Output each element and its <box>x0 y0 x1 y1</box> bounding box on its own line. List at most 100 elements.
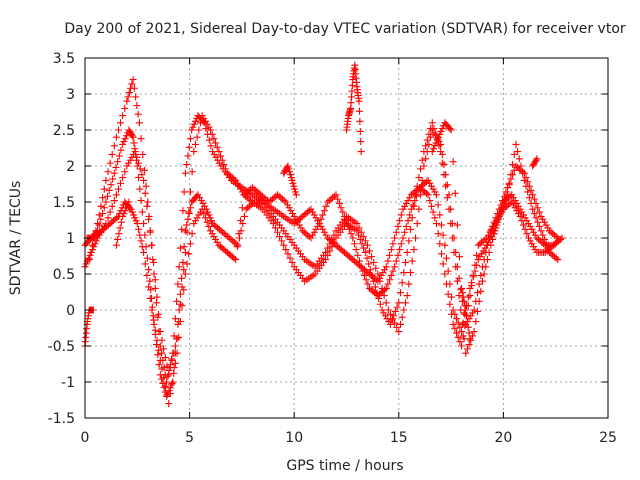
data-point <box>464 323 472 331</box>
data-point <box>283 163 291 171</box>
y-tick-label: 2 <box>66 159 75 175</box>
data-point <box>176 300 184 308</box>
data-point <box>407 205 415 213</box>
data-point <box>97 215 105 223</box>
data-point <box>130 139 138 147</box>
x-tick-label: 5 <box>185 430 194 446</box>
data-point <box>334 195 342 203</box>
data-point <box>193 192 201 200</box>
data-point <box>396 246 404 254</box>
data-point <box>452 263 460 271</box>
data-point <box>427 202 435 210</box>
data-point <box>154 351 162 359</box>
data-point <box>112 241 120 249</box>
y-tick-labels: -1.5 -1 -0.5 0 0.5 1 1.5 2 2.5 3 3.5 <box>48 51 75 427</box>
data-point <box>370 277 378 285</box>
data-point <box>133 153 141 161</box>
data-point <box>392 228 400 236</box>
data-point <box>207 126 215 134</box>
data-point <box>153 293 161 301</box>
data-point <box>437 140 445 148</box>
data-point <box>413 220 421 228</box>
data-point <box>530 210 538 218</box>
data-point <box>180 266 188 274</box>
data-point <box>339 208 347 216</box>
data-point <box>494 215 502 223</box>
data-point <box>353 220 361 228</box>
data-point <box>355 107 363 115</box>
data-point <box>467 336 475 344</box>
data-point <box>238 204 246 212</box>
data-point <box>240 212 248 220</box>
data-point <box>402 222 410 230</box>
data-point <box>438 159 446 167</box>
data-point <box>363 254 371 262</box>
data-point <box>158 365 166 373</box>
data-point <box>140 176 148 184</box>
data-point <box>188 230 196 238</box>
data-point <box>390 312 398 320</box>
data-point <box>347 230 355 238</box>
data-point <box>345 225 353 233</box>
data-point <box>180 243 188 251</box>
data-point <box>353 227 361 235</box>
data-point <box>442 254 450 262</box>
data-point <box>175 306 183 314</box>
data-point <box>439 260 447 268</box>
data-point <box>359 267 367 275</box>
data-point <box>485 248 493 256</box>
data-point <box>330 238 338 246</box>
data-point <box>382 284 390 292</box>
data-point <box>186 204 194 212</box>
data-point <box>529 205 537 213</box>
data-point <box>391 234 399 242</box>
data-point <box>444 267 452 275</box>
data-point <box>350 240 358 248</box>
data-point <box>400 306 408 314</box>
data-point <box>472 318 480 326</box>
data-point <box>512 140 520 148</box>
data-point <box>140 248 148 256</box>
data-point <box>397 211 405 219</box>
data-point <box>124 93 132 101</box>
data-point <box>95 221 103 229</box>
data-point <box>183 228 191 236</box>
data-point <box>340 212 348 220</box>
data-point <box>146 228 154 236</box>
data-point <box>440 171 448 179</box>
data-point <box>461 310 469 318</box>
data-point <box>396 320 404 328</box>
data-point <box>102 176 110 184</box>
data-point <box>401 228 409 236</box>
data-point <box>184 215 192 223</box>
data-point <box>155 346 163 354</box>
data-point <box>143 202 151 210</box>
data-point <box>112 191 120 199</box>
data-point <box>386 320 394 328</box>
data-point <box>269 220 277 228</box>
data-point <box>169 378 177 386</box>
data-point <box>145 215 153 223</box>
data-point <box>454 333 462 341</box>
data-point <box>165 371 173 379</box>
data-point <box>403 248 411 256</box>
data-point <box>203 218 211 226</box>
data-point <box>128 80 136 88</box>
data-point <box>99 194 107 202</box>
data-point <box>109 175 117 183</box>
data-point <box>533 155 541 163</box>
data-point <box>136 165 144 173</box>
data-point <box>448 234 456 242</box>
data-point <box>432 220 440 228</box>
data-point <box>446 300 454 308</box>
data-point <box>186 135 194 143</box>
data-point <box>181 248 189 256</box>
data-point <box>125 198 133 206</box>
data-point <box>497 208 505 216</box>
data-point <box>113 214 121 222</box>
data-point <box>460 335 468 343</box>
data-point <box>207 142 215 150</box>
data-point <box>195 126 203 134</box>
data-point <box>441 241 449 249</box>
